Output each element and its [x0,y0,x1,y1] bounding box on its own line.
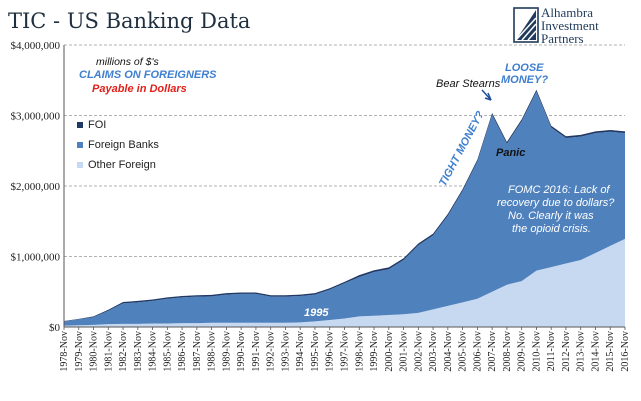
logo-icon [513,7,539,43]
x-tick-label: 1994-Nov [295,331,306,372]
y-tick-label: $0 [49,322,61,334]
x-tick-label: 1993-Nov [280,331,291,372]
x-tick-label: 2009-Nov [517,331,528,372]
company-logo: Alhambra Investment Partners [513,5,599,46]
x-tick-label: 2012-Nov [561,331,572,372]
annotation-claims: CLAIMS ON FOREIGNERS [79,69,217,81]
legend: FOI Foreign Banks Other Foreign [77,119,159,171]
x-tick-label: 2008-Nov [502,331,513,372]
x-tick-label: 1988-Nov [207,331,218,372]
x-tick-label: 1996-Nov [325,331,336,372]
x-tick-label: 1978-Nov [59,331,70,372]
y-tick-label: $4,000,000 [11,40,61,52]
annotation-1995: 1995 [304,307,329,319]
annotation-fomc-1: FOMC 2016: Lack of [508,184,610,196]
annotation-fomc-2: recovery due to dollars? [497,197,615,209]
x-tick-label: 1979-Nov [74,331,85,372]
x-tick-label: 1983-Nov [133,331,144,372]
x-tick-labels: 1978-Nov 1979-Nov 1980-Nov 1981-Nov 1982-Nov… [59,327,631,372]
annotation-fomc-4: the opioid crisis. [512,223,591,235]
legend-swatch [77,142,83,148]
legend-label: Foreign Banks [88,139,159,151]
stacked-areas [64,89,625,327]
x-tick-label: 2004-Nov [443,331,454,372]
logo-line-1: Alhambra [541,5,593,20]
x-tick-label: 2000-Nov [384,331,395,372]
x-tick-label: 2003-Nov [428,331,439,372]
logo-line-3: Partners [541,31,584,46]
x-tick-label: 1986-Nov [177,331,188,372]
x-tick-label: 1980-Nov [89,331,100,372]
y-tick-label: $2,000,000 [11,181,61,193]
x-tick-label: 2005-Nov [458,331,469,372]
x-tick-label: 1992-Nov [266,331,277,372]
y-tick-label: $1,000,000 [11,252,61,264]
x-tick-label: 2013-Nov [576,331,587,372]
logo-line-2: Investment [541,18,599,33]
x-tick-label: 1981-Nov [103,331,114,372]
x-tick-label: 2016-Nov [620,331,631,372]
chart-title: TIC - US Banking Data [8,9,250,33]
y-tick-label: $3,000,000 [11,111,61,123]
annotation-panic: Panic [496,147,525,159]
x-tick-label: 1991-Nov [251,331,262,372]
x-tick-label: 2007-Nov [487,331,498,372]
x-tick-label: 1990-Nov [236,331,247,372]
annotation-payable: Payable in Dollars [92,83,187,95]
x-tick-label: 1997-Nov [340,331,351,372]
annotation-units: millions of $'s [96,56,159,68]
annotation-loose-2: MONEY? [501,74,548,86]
x-tick-label: 2015-Nov [605,331,616,372]
legend-swatch [77,162,83,168]
x-tick-label: 1995-Nov [310,331,321,372]
x-tick-label: 1984-Nov [148,331,159,372]
x-tick-label: 2011-Nov [546,331,557,371]
legend-label: Other Foreign [88,159,156,171]
y-tick-labels: $0 $1,000,000 $2,000,000 $3,000,000 $4,000,0… [11,40,61,334]
x-tick-label: 2001-Nov [399,331,410,372]
annotation-bear-stearns: Bear Stearns [436,78,501,90]
x-tick-label: 2014-Nov [590,331,601,372]
x-tick-label: 1989-Nov [221,331,232,372]
annotation-fomc-3: No. Clearly it was [508,210,594,222]
legend-swatch [77,122,83,128]
x-tick-label: 1987-Nov [192,331,203,372]
x-tick-label: 1982-Nov [118,331,129,372]
x-tick-label: 1998-Nov [354,331,365,372]
area-other-foreign [64,238,625,327]
x-tick-label: 2002-Nov [413,331,424,372]
annotation-loose-1: LOOSE [505,62,544,74]
x-tick-label: 2006-Nov [472,331,483,372]
x-tick-label: 1999-Nov [369,331,380,372]
legend-label: FOI [88,119,106,131]
x-tick-label: 1985-Nov [162,331,173,372]
x-tick-label: 2010-Nov [531,331,542,372]
area-foreign-banks [64,91,625,326]
